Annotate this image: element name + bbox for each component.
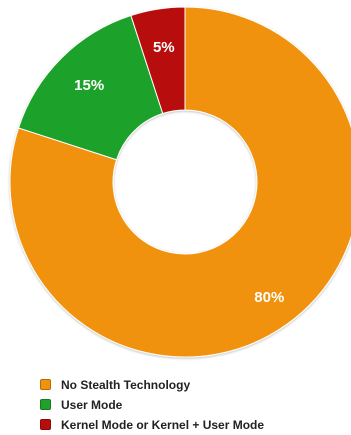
donut-chart: 80% 15% 5% (9, 6, 351, 358)
chart-svg: 80% 15% 5% (9, 6, 351, 358)
legend: No Stealth Technology User Mode Kernel M… (40, 375, 345, 435)
donut-slice-labels: 80% 15% 5% (74, 39, 284, 306)
legend-label-user-mode: User Mode (61, 397, 123, 412)
donut-slices (9, 6, 351, 358)
legend-swatch-no-stealth (40, 379, 51, 390)
legend-swatch-user-mode (40, 399, 51, 410)
slice-no-stealth-technology (9, 6, 351, 358)
slice-label-user-mode: 15% (74, 77, 104, 94)
slice-user-mode (17, 14, 164, 161)
slice-kernel-mode-or-kernel-user-mode (130, 6, 186, 115)
legend-item-kernel-mode: Kernel Mode or Kernel + User Mode (40, 415, 345, 434)
slice-label-no-stealth-technology: 80% (254, 289, 284, 306)
slice-label-kernel-mode-or-kernel-user-mode: 5% (153, 39, 175, 56)
legend-item-no-stealth: No Stealth Technology (40, 375, 345, 394)
legend-swatch-kernel-mode (40, 419, 51, 430)
legend-item-user-mode: User Mode (40, 395, 345, 414)
legend-label-no-stealth: No Stealth Technology (61, 377, 191, 392)
legend-label-kernel-mode: Kernel Mode or Kernel + User Mode (61, 417, 265, 432)
